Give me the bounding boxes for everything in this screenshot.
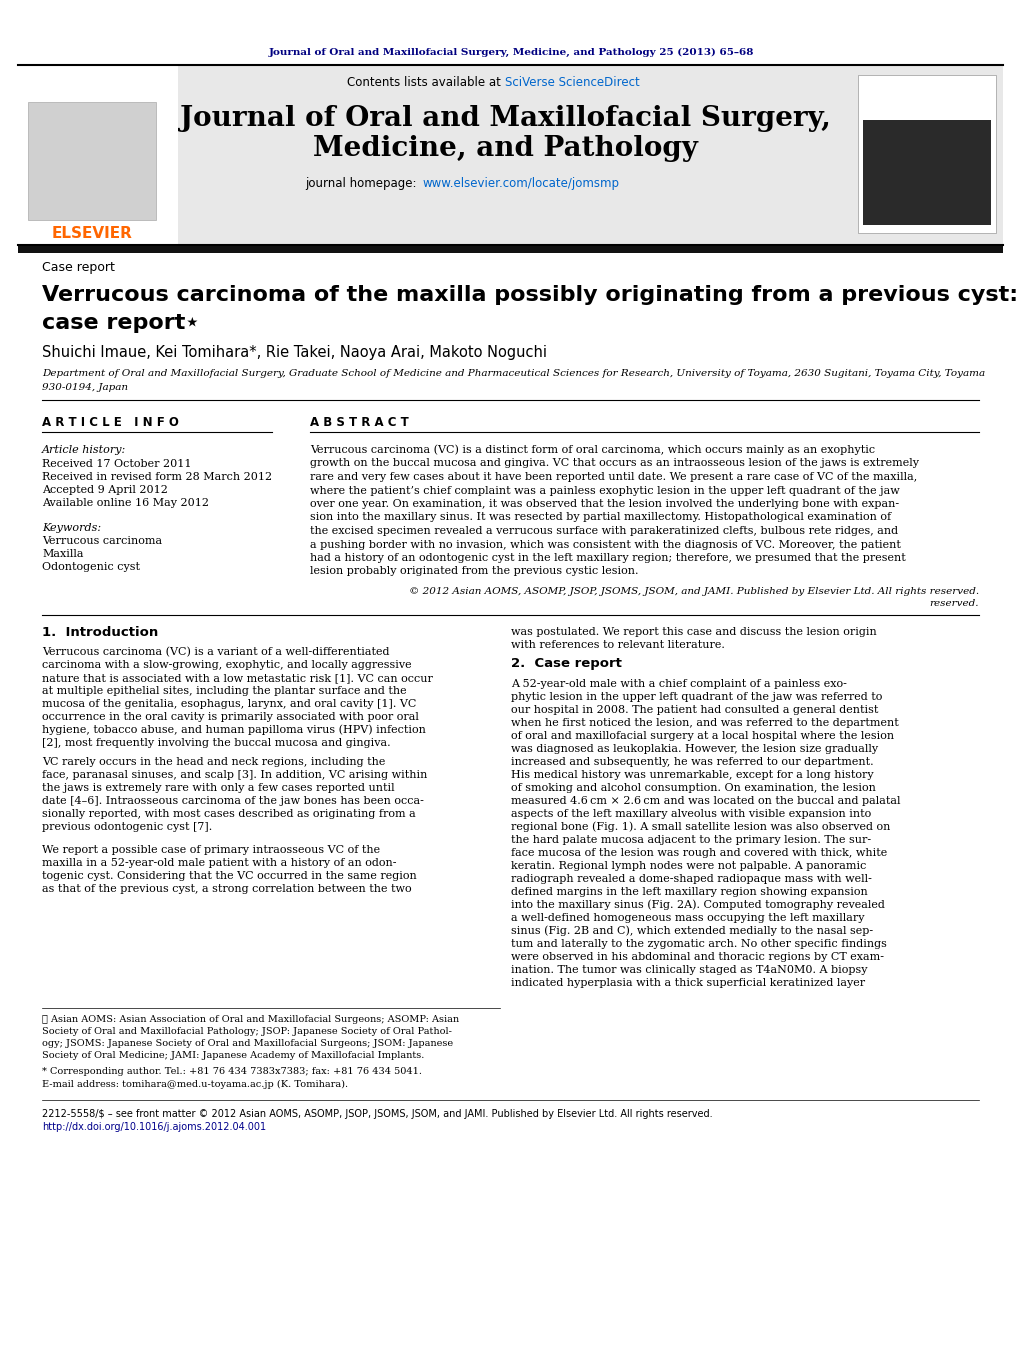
Text: E-mail address: tomihara@med.u-toyama.ac.jp (K. Tomihara).: E-mail address: tomihara@med.u-toyama.ac… — [42, 1079, 348, 1089]
Text: VC rarely occurs in the head and neck regions, including the: VC rarely occurs in the head and neck re… — [42, 757, 385, 767]
Text: indicated hyperplasia with a thick superficial keratinized layer: indicated hyperplasia with a thick super… — [510, 978, 865, 988]
Text: over one year. On examination, it was observed that the lesion involved the unde: over one year. On examination, it was ob… — [310, 499, 900, 509]
Text: journal homepage:: journal homepage: — [304, 177, 420, 189]
Text: Accepted 9 April 2012: Accepted 9 April 2012 — [42, 485, 167, 494]
Text: ogy; JSOMS: Japanese Society of Oral and Maxillofacial Surgeons; JSOM: Japanese: ogy; JSOMS: Japanese Society of Oral and… — [42, 1039, 453, 1048]
Text: regional bone (Fig. 1). A small satellite lesion was also observed on: regional bone (Fig. 1). A small satellit… — [510, 821, 890, 832]
Bar — [18, 245, 1003, 253]
Text: Journal of Oral and Maxillofacial Surgery,: Journal of Oral and Maxillofacial Surger… — [180, 104, 830, 131]
Text: phytic lesion in the upper left quadrant of the jaw was referred to: phytic lesion in the upper left quadrant… — [510, 692, 882, 703]
Text: Journal of Oral and Maxillofacial Surgery, Medicine, and Pathology 25 (2013) 65–: Journal of Oral and Maxillofacial Surger… — [269, 47, 753, 57]
Text: radiograph revealed a dome-shaped radiopaque mass with well-: radiograph revealed a dome-shaped radiop… — [510, 874, 872, 884]
Text: 2212-5558/$ – see front matter © 2012 Asian AOMS, ASOMP, JSOP, JSOMS, JSOM, and : 2212-5558/$ – see front matter © 2012 As… — [42, 1109, 713, 1119]
Text: Society of Oral Medicine; JAMI: Japanese Academy of Maxillofacial Implants.: Society of Oral Medicine; JAMI: Japanese… — [42, 1051, 425, 1061]
Text: had a history of an odontogenic cyst in the left maxillary region; therefore, we: had a history of an odontogenic cyst in … — [310, 553, 906, 563]
Bar — [18, 65, 178, 245]
Text: http://dx.doi.org/10.1016/j.ajoms.2012.04.001: http://dx.doi.org/10.1016/j.ajoms.2012.0… — [42, 1121, 266, 1132]
Text: increased and subsequently, he was referred to our department.: increased and subsequently, he was refer… — [510, 757, 874, 767]
Text: Society of Oral and Maxillofacial Pathology; JSOP: Japanese Society of Oral Path: Society of Oral and Maxillofacial Pathol… — [42, 1028, 452, 1036]
Text: Case report: Case report — [42, 262, 115, 274]
Text: were observed in his abdominal and thoracic regions by CT exam-: were observed in his abdominal and thora… — [510, 952, 884, 962]
Text: A B S T R A C T: A B S T R A C T — [310, 416, 408, 428]
Text: the jaws is extremely rare with only a few cases reported until: the jaws is extremely rare with only a f… — [42, 784, 395, 793]
Text: of smoking and alcohol consumption. On examination, the lesion: of smoking and alcohol consumption. On e… — [510, 784, 876, 793]
Text: a pushing border with no invasion, which was consistent with the diagnosis of VC: a pushing border with no invasion, which… — [310, 539, 901, 550]
Text: previous odontogenic cyst [7].: previous odontogenic cyst [7]. — [42, 821, 212, 832]
Text: was diagnosed as leukoplakia. However, the lesion size gradually: was diagnosed as leukoplakia. However, t… — [510, 744, 878, 754]
Text: His medical history was unremarkable, except for a long history: His medical history was unremarkable, ex… — [510, 770, 874, 780]
Text: Keywords:: Keywords: — [42, 523, 101, 534]
Text: face mucosa of the lesion was rough and covered with thick, white: face mucosa of the lesion was rough and … — [510, 848, 887, 858]
Text: Verrucous carcinoma (VC) is a distinct form of oral carcinoma, which occurs main: Verrucous carcinoma (VC) is a distinct f… — [310, 444, 875, 455]
Text: carcinoma with a slow-growing, exophytic, and locally aggressive: carcinoma with a slow-growing, exophytic… — [42, 661, 411, 670]
Text: ⋆ Asian AOMS: Asian Association of Oral and Maxillofacial Surgeons; ASOMP: Asian: ⋆ Asian AOMS: Asian Association of Oral … — [42, 1016, 459, 1024]
Text: Article history:: Article history: — [42, 444, 127, 455]
Text: ination. The tumor was clinically staged as T4aN0M0. A biopsy: ination. The tumor was clinically staged… — [510, 965, 868, 975]
Text: rare and very few cases about it have been reported until date. We present a rar: rare and very few cases about it have be… — [310, 471, 917, 482]
Text: where the patient’s chief complaint was a painless exophytic lesion in the upper: where the patient’s chief complaint was … — [310, 485, 900, 496]
Text: as that of the previous cyst, a strong correlation between the two: as that of the previous cyst, a strong c… — [42, 884, 411, 894]
Text: togenic cyst. Considering that the VC occurred in the same region: togenic cyst. Considering that the VC oc… — [42, 871, 417, 881]
Text: Medicine, and Pathology: Medicine, and Pathology — [312, 135, 697, 162]
Text: Available online 16 May 2012: Available online 16 May 2012 — [42, 499, 209, 508]
Text: Contents lists available at: Contents lists available at — [347, 77, 505, 89]
Text: growth on the buccal mucosa and gingiva. VC that occurs as an intraosseous lesio: growth on the buccal mucosa and gingiva.… — [310, 458, 919, 469]
Text: ELSEVIER: ELSEVIER — [52, 226, 133, 240]
Text: © 2012 Asian AOMS, ASOMP, JSOP, JSOMS, JSOM, and JAMI. Published by Elsevier Ltd: © 2012 Asian AOMS, ASOMP, JSOP, JSOMS, J… — [408, 588, 979, 597]
Text: reserved.: reserved. — [929, 600, 979, 608]
Bar — [18, 65, 1003, 245]
Text: Odontogenic cyst: Odontogenic cyst — [42, 562, 140, 571]
Text: [2], most frequently involving the buccal mucosa and gingiva.: [2], most frequently involving the bucca… — [42, 738, 391, 748]
Text: * Corresponding author. Tel.: +81 76 434 7383x7383; fax: +81 76 434 5041.: * Corresponding author. Tel.: +81 76 434… — [42, 1067, 422, 1077]
Text: lesion probably originated from the previous cystic lesion.: lesion probably originated from the prev… — [310, 566, 638, 577]
Text: tum and laterally to the zygomatic arch. No other specific findings: tum and laterally to the zygomatic arch.… — [510, 939, 887, 948]
Text: was postulated. We report this case and discuss the lesion origin: was postulated. We report this case and … — [510, 627, 877, 638]
Bar — [28, 101, 156, 220]
Text: sinus (Fig. 2B and C), which extended medially to the nasal sep-: sinus (Fig. 2B and C), which extended me… — [510, 925, 873, 936]
Text: mucosa of the genitalia, esophagus, larynx, and oral cavity [1]. VC: mucosa of the genitalia, esophagus, lary… — [42, 698, 417, 709]
Text: www.elsevier.com/locate/jomsmp: www.elsevier.com/locate/jomsmp — [422, 177, 619, 189]
Bar — [863, 120, 991, 226]
Text: We report a possible case of primary intraosseous VC of the: We report a possible case of primary int… — [42, 844, 380, 855]
Text: sion into the maxillary sinus. It was resected by partial maxillectomy. Histopat: sion into the maxillary sinus. It was re… — [310, 512, 891, 523]
Text: 930-0194, Japan: 930-0194, Japan — [42, 382, 128, 392]
Bar — [858, 76, 996, 232]
Text: nature that is associated with a low metastatic risk [1]. VC can occur: nature that is associated with a low met… — [42, 673, 433, 684]
Text: Received 17 October 2011: Received 17 October 2011 — [42, 459, 192, 469]
Text: A R T I C L E   I N F O: A R T I C L E I N F O — [42, 416, 179, 428]
Text: maxilla in a 52-year-old male patient with a history of an odon-: maxilla in a 52-year-old male patient wi… — [42, 858, 396, 867]
Text: a well-defined homogeneous mass occupying the left maxillary: a well-defined homogeneous mass occupyin… — [510, 913, 865, 923]
Text: the hard palate mucosa adjacent to the primary lesion. The sur-: the hard palate mucosa adjacent to the p… — [510, 835, 871, 844]
Text: sionally reported, with most cases described as originating from a: sionally reported, with most cases descr… — [42, 809, 416, 819]
Text: defined margins in the left maxillary region showing expansion: defined margins in the left maxillary re… — [510, 888, 868, 897]
Text: measured 4.6 cm × 2.6 cm and was located on the buccal and palatal: measured 4.6 cm × 2.6 cm and was located… — [510, 796, 901, 807]
Text: Received in revised form 28 March 2012: Received in revised form 28 March 2012 — [42, 471, 273, 482]
Text: A 52-year-old male with a chief complaint of a painless exo-: A 52-year-old male with a chief complain… — [510, 680, 846, 689]
Text: with references to relevant literature.: with references to relevant literature. — [510, 640, 725, 650]
Text: keratin. Regional lymph nodes were not palpable. A panoramic: keratin. Regional lymph nodes were not p… — [510, 861, 867, 871]
Text: SciVerse ScienceDirect: SciVerse ScienceDirect — [505, 77, 640, 89]
Text: hygiene, tobacco abuse, and human papilloma virus (HPV) infection: hygiene, tobacco abuse, and human papill… — [42, 724, 426, 735]
Text: Verrucous carcinoma of the maxilla possibly originating from a previous cyst: A: Verrucous carcinoma of the maxilla possi… — [42, 285, 1021, 305]
Text: our hospital in 2008. The patient had consulted a general dentist: our hospital in 2008. The patient had co… — [510, 705, 878, 715]
Text: the excised specimen revealed a verrucous surface with parakeratinized clefts, b: the excised specimen revealed a verrucou… — [310, 526, 898, 536]
Text: Verrucous carcinoma (VC) is a variant of a well-differentiated: Verrucous carcinoma (VC) is a variant of… — [42, 647, 389, 657]
Text: aspects of the left maxillary alveolus with visible expansion into: aspects of the left maxillary alveolus w… — [510, 809, 871, 819]
Text: face, paranasal sinuses, and scalp [3]. In addition, VC arising within: face, paranasal sinuses, and scalp [3]. … — [42, 770, 428, 780]
Text: 1.  Introduction: 1. Introduction — [42, 626, 158, 639]
Text: into the maxillary sinus (Fig. 2A). Computed tomography revealed: into the maxillary sinus (Fig. 2A). Comp… — [510, 900, 885, 911]
Text: 2.  Case report: 2. Case report — [510, 658, 622, 670]
Text: date [4–6]. Intraosseous carcinoma of the jaw bones has been occa-: date [4–6]. Intraosseous carcinoma of th… — [42, 796, 424, 807]
Text: of oral and maxillofacial surgery at a local hospital where the lesion: of oral and maxillofacial surgery at a l… — [510, 731, 894, 740]
Text: Verrucous carcinoma: Verrucous carcinoma — [42, 536, 162, 546]
Text: occurrence in the oral cavity is primarily associated with poor oral: occurrence in the oral cavity is primari… — [42, 712, 419, 721]
Text: case report⋆: case report⋆ — [42, 313, 199, 332]
Text: Maxilla: Maxilla — [42, 549, 84, 559]
Text: when he first noticed the lesion, and was referred to the department: when he first noticed the lesion, and wa… — [510, 717, 898, 728]
Text: at multiple epithelial sites, including the plantar surface and the: at multiple epithelial sites, including … — [42, 686, 406, 696]
Text: Department of Oral and Maxillofacial Surgery, Graduate School of Medicine and Ph: Department of Oral and Maxillofacial Sur… — [42, 370, 985, 378]
Text: Shuichi Imaue, Kei Tomihara*, Rie Takei, Naoya Arai, Makoto Noguchi: Shuichi Imaue, Kei Tomihara*, Rie Takei,… — [42, 345, 547, 359]
